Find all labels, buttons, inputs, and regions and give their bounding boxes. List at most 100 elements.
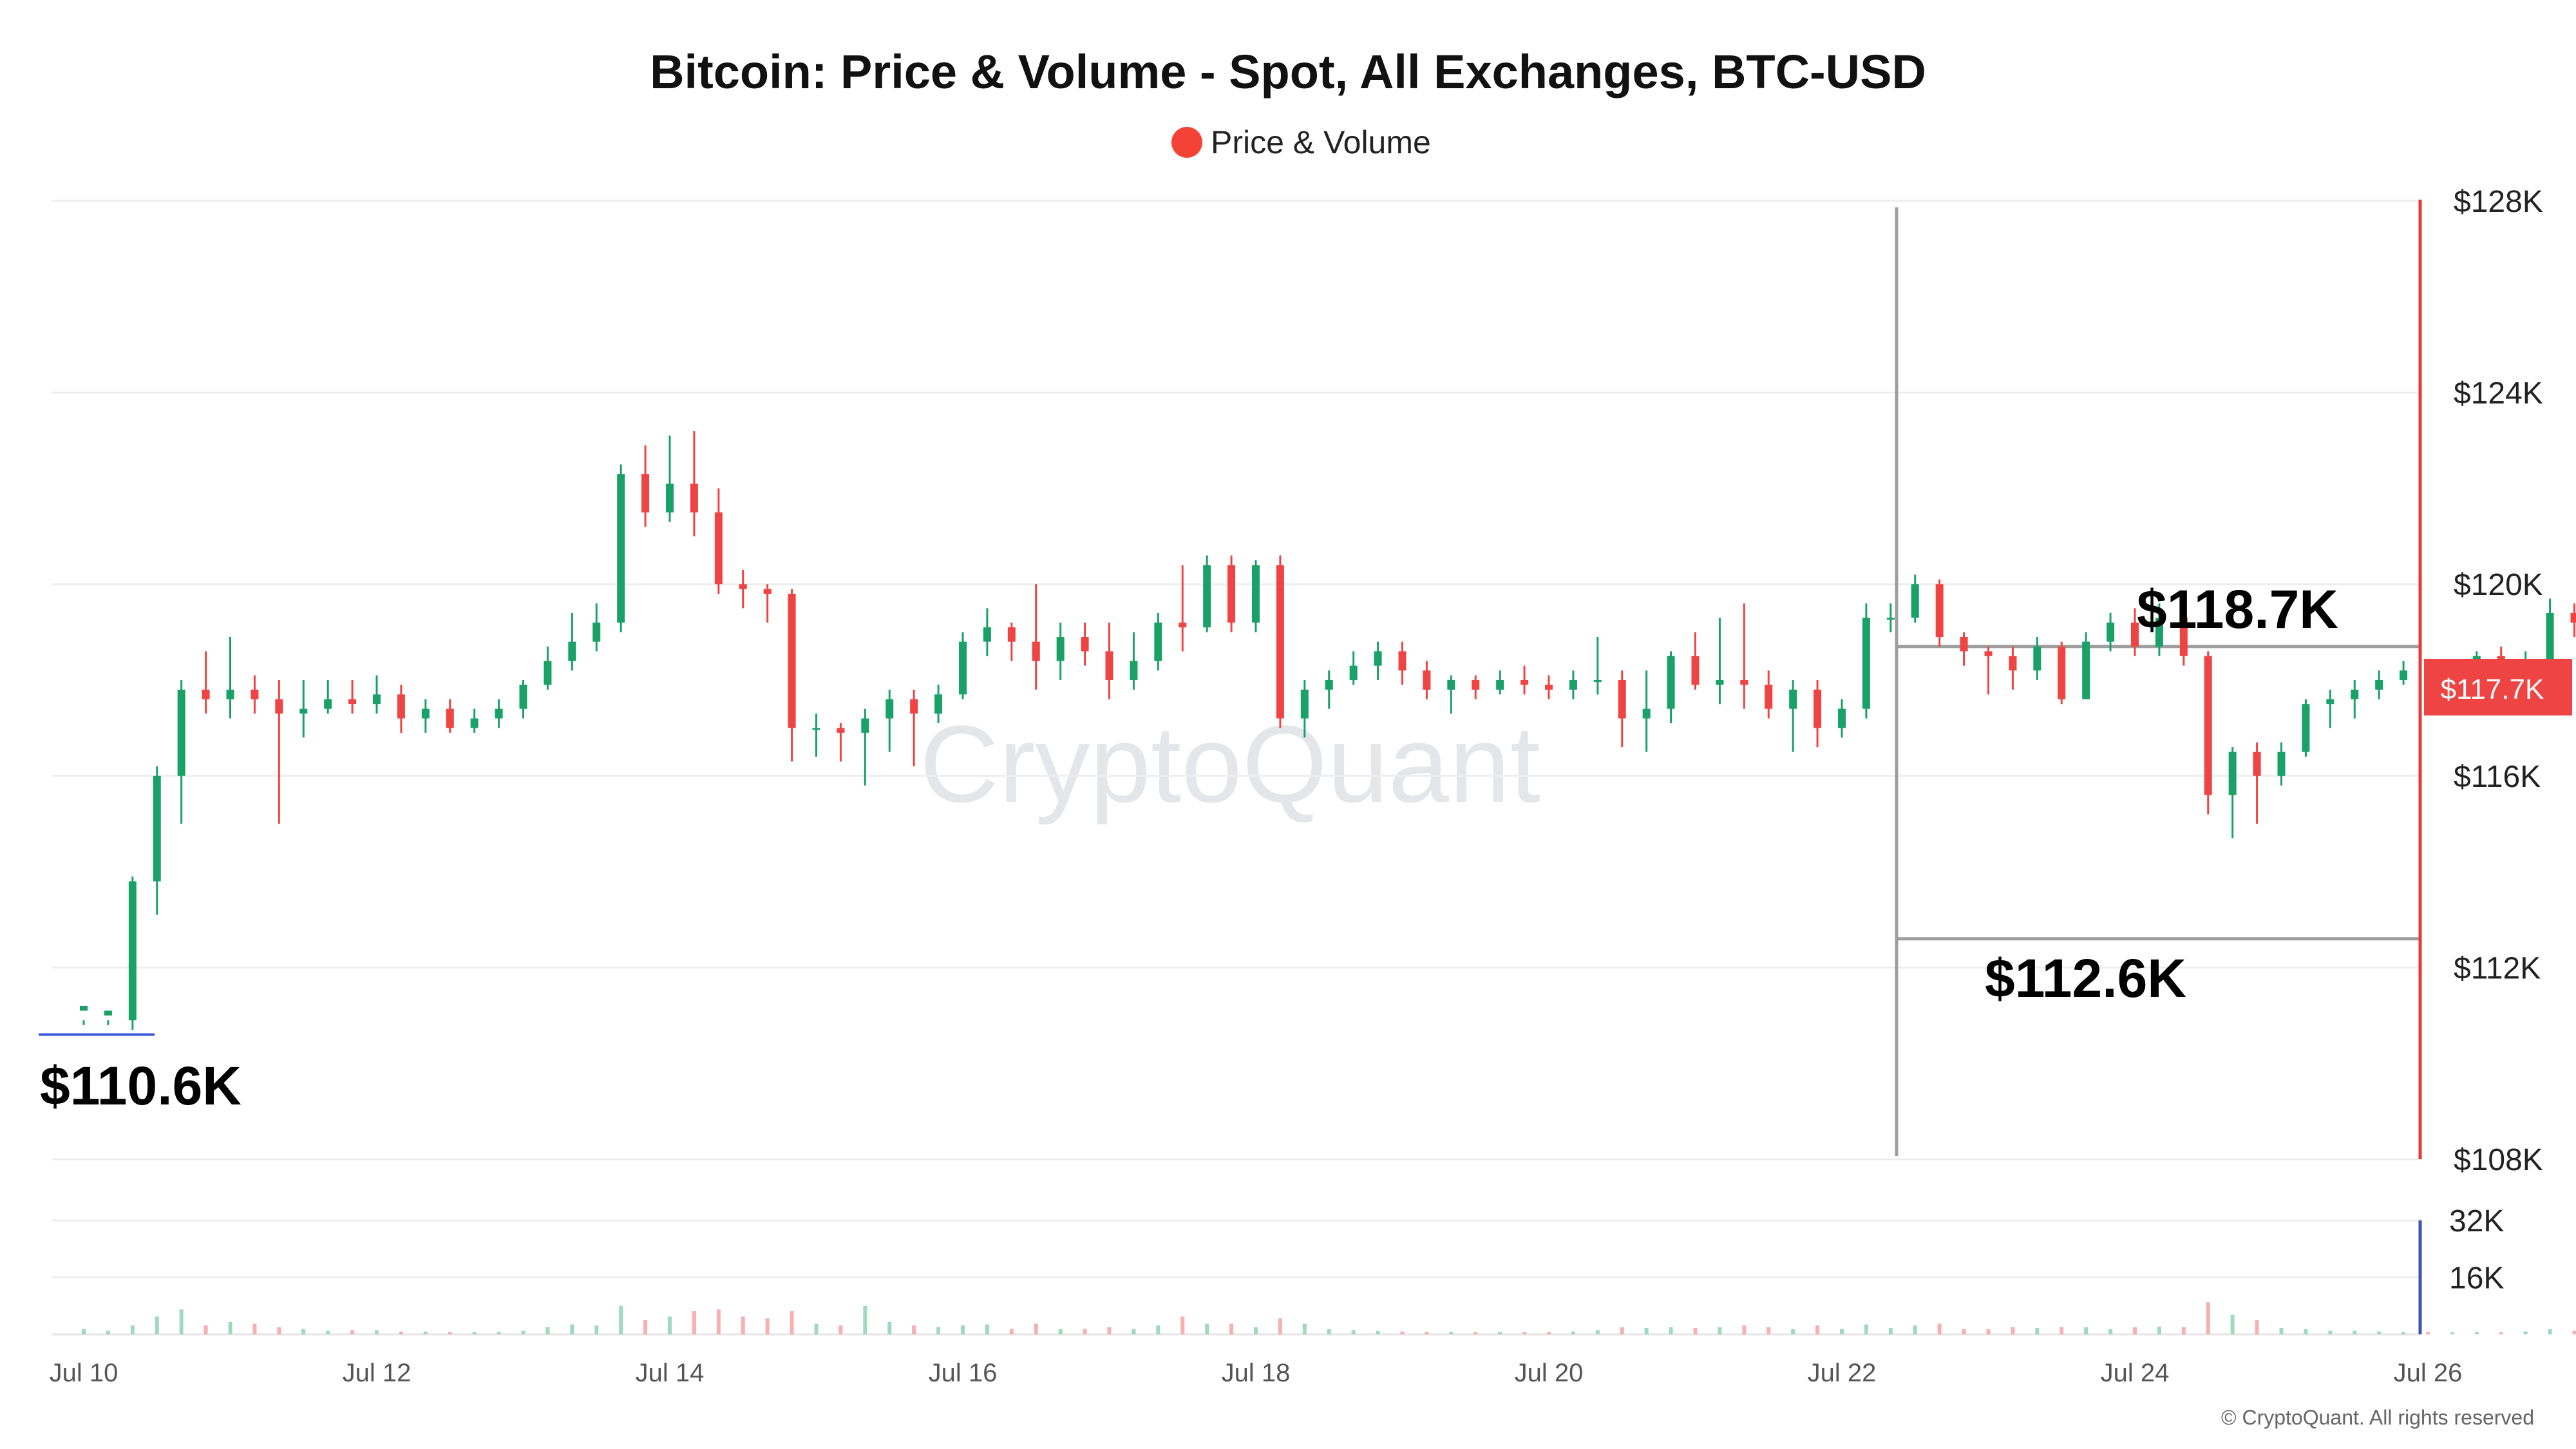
volume-bar — [204, 1325, 208, 1334]
volume-bar — [1913, 1325, 1917, 1334]
candle-body — [1984, 651, 1993, 656]
volume-bar — [1205, 1323, 1209, 1334]
volume-bar — [1498, 1332, 1502, 1334]
volume-bar — [1742, 1325, 1747, 1334]
candle-body — [421, 708, 430, 719]
candle-body — [251, 689, 259, 699]
candle-body — [934, 694, 943, 714]
volume-bar — [2499, 1332, 2503, 1334]
candle-body — [1154, 622, 1162, 661]
date-tick-label: Jul 16 — [929, 1359, 998, 1387]
volume-bar — [1620, 1327, 1624, 1334]
legend[interactable]: Price & Volume — [1171, 124, 1431, 160]
volume-bar — [2060, 1327, 2064, 1334]
candle-body — [153, 775, 161, 882]
candle-body — [617, 474, 625, 623]
candle-body — [1276, 565, 1284, 719]
candle-body — [470, 718, 478, 728]
candle-body — [1593, 680, 1602, 682]
candle-body — [446, 708, 454, 728]
price-tick-label: $128K — [2454, 185, 2543, 219]
candle-body — [1179, 622, 1187, 628]
volume-bar — [2181, 1327, 2186, 1334]
price-tick-label: $112K — [2454, 951, 2541, 985]
candle-body — [1203, 565, 1211, 628]
candle-body — [1618, 680, 1626, 719]
date-axis-ticks: Jul 10 Jul 12 Jul 14 Jul 16 Jul 18 Jul 20 Jul … — [50, 1359, 2463, 1387]
volume-bar — [448, 1332, 452, 1334]
volume-bar — [1937, 1323, 1942, 1334]
candle-body — [2302, 704, 2310, 752]
candle-body — [2082, 641, 2090, 699]
date-tick-label: Jul 22 — [1808, 1359, 1877, 1387]
volume-bar — [1376, 1331, 1380, 1334]
candle-body — [1838, 708, 1846, 728]
candle-body — [1252, 565, 1260, 623]
volume-bar — [2572, 1331, 2576, 1334]
current-price-badge-bg — [2424, 659, 2572, 715]
volume-bar — [1595, 1330, 1600, 1334]
chart-title: Bitcoin: Price & Volume - Spot, All Exch… — [650, 45, 1926, 99]
candle-body — [1569, 680, 1577, 690]
candle-body — [202, 689, 210, 699]
candle-body — [910, 699, 918, 714]
candle-body — [666, 483, 674, 513]
candle-body — [2326, 699, 2334, 705]
volume-bar — [1571, 1331, 1575, 1334]
candle-body — [1398, 651, 1406, 671]
candle-body — [1300, 689, 1309, 719]
candle-body — [519, 685, 527, 709]
volume-bar — [1547, 1332, 1551, 1334]
candle-body — [2009, 656, 2017, 671]
candle-body — [275, 699, 283, 714]
candle-body — [299, 708, 308, 714]
volume-bar — [1791, 1329, 1795, 1334]
volume-bar — [301, 1329, 306, 1334]
volume-bar — [2377, 1331, 2382, 1334]
candle-body — [1056, 637, 1065, 661]
volume-bar — [130, 1325, 135, 1334]
candle-body — [1886, 618, 1895, 620]
volume-bar — [2474, 1332, 2479, 1334]
volume-bar — [2401, 1332, 2406, 1334]
volume-bar — [741, 1316, 745, 1334]
volume-bar — [2157, 1326, 2161, 1334]
candle-body — [1423, 670, 1431, 690]
current-price-badge: $117.7K — [2424, 659, 2572, 715]
volume-bar — [2328, 1331, 2333, 1334]
candle-body — [983, 627, 991, 642]
candle-body — [2351, 689, 2359, 699]
volume-bar — [1840, 1329, 1844, 1334]
volume-bar — [1058, 1329, 1063, 1334]
candle-body — [104, 1010, 112, 1016]
grid-lines — [52, 200, 2420, 1336]
candle-body — [812, 728, 820, 730]
candle-body — [1716, 680, 1724, 685]
annotation-low-start: $110.6K — [40, 1056, 242, 1116]
volume-tick-label: 32K — [2449, 1204, 2504, 1238]
candle-body — [690, 483, 698, 513]
candle-body — [1472, 680, 1480, 690]
candle-body — [2570, 612, 2576, 623]
volume-bar — [985, 1324, 989, 1334]
candle-body — [2107, 622, 2115, 642]
candle-body — [495, 708, 503, 719]
volume-bar — [936, 1327, 941, 1334]
volume-bar — [1693, 1328, 1698, 1334]
volume-bar — [1327, 1329, 1331, 1334]
candle-body — [1081, 637, 1089, 652]
volume-bar — [912, 1325, 916, 1334]
candle-body — [1667, 656, 1675, 709]
date-tick-label: Jul 14 — [636, 1359, 705, 1387]
volume-bar — [790, 1311, 794, 1334]
candle-body — [226, 689, 234, 699]
candle-body — [2277, 752, 2286, 776]
volume-bar — [2255, 1320, 2259, 1334]
volume-bar — [1986, 1329, 1991, 1334]
volume-bar — [497, 1332, 501, 1334]
volume-bar — [1302, 1323, 1307, 1334]
price-tick-label: $108K — [2454, 1143, 2543, 1177]
volume-bar — [399, 1331, 403, 1334]
candle-body — [1130, 661, 1138, 680]
